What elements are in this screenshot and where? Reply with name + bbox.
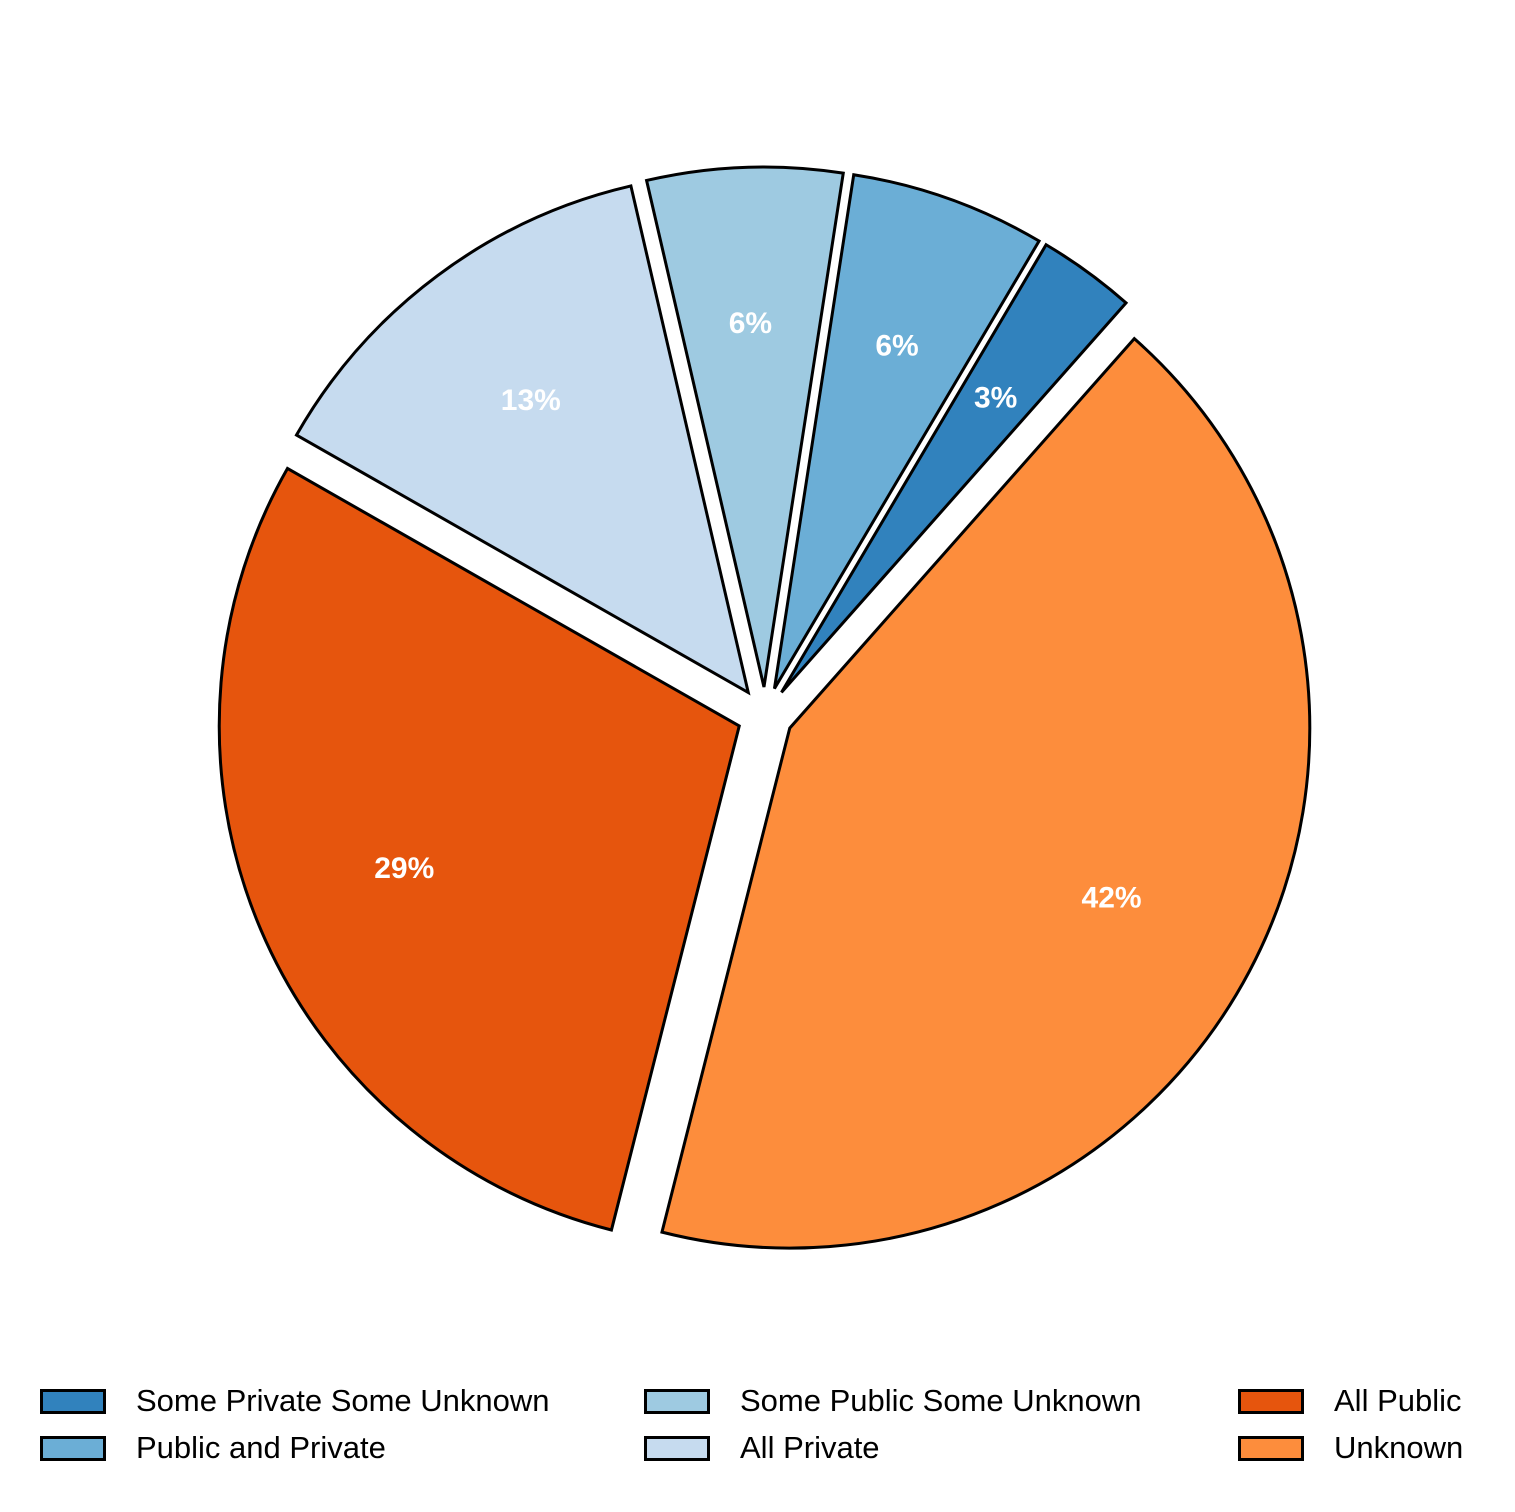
slice-value-label: 13% [501, 384, 561, 417]
legend-label: Public and Private [136, 1430, 386, 1465]
legend-swatch [40, 1388, 106, 1414]
slice-value-label: 6% [729, 307, 772, 340]
legend-label: Some Public Some Unknown [740, 1383, 1142, 1418]
legend-label: All Public [1334, 1383, 1462, 1418]
pie-slice-some-private-some-unknown [780, 242, 1129, 694]
legend-swatch [644, 1435, 710, 1461]
legend: Some Private Some Unknown Public and Priv… [40, 1383, 1500, 1484]
legend-item: Public and Private [40, 1430, 386, 1465]
legend-item: All Public [1238, 1383, 1462, 1418]
slice-value-label: 3% [974, 382, 1017, 415]
legend-swatch [40, 1435, 106, 1461]
legend-swatch [1238, 1435, 1304, 1461]
legend-item: All Private [644, 1430, 880, 1465]
pie-slice-unknown [660, 336, 1312, 1250]
pie-slice-public-and-private [772, 173, 1042, 690]
legend-item: Some Private Some Unknown [40, 1383, 550, 1418]
slice-value-label: 6% [875, 329, 918, 362]
legend-label: All Private [740, 1430, 880, 1465]
pie-chart: 3% 6% 6% 13% 29% 42% [217, 165, 1312, 1250]
legend-label: Some Private Some Unknown [136, 1383, 550, 1418]
slice-value-label: 42% [1082, 882, 1142, 915]
legend-item: Some Public Some Unknown [644, 1383, 1142, 1418]
pie-slice-some-public-some-unknown [644, 165, 845, 688]
legend-swatch [644, 1388, 710, 1414]
pie-slice-all-public [217, 466, 741, 1232]
slice-value-label: 29% [374, 852, 434, 885]
legend-item: Unknown [1238, 1430, 1464, 1465]
legend-swatch [1238, 1388, 1304, 1414]
legend-label: Unknown [1334, 1430, 1464, 1465]
pie-slice-all-private [294, 184, 751, 696]
